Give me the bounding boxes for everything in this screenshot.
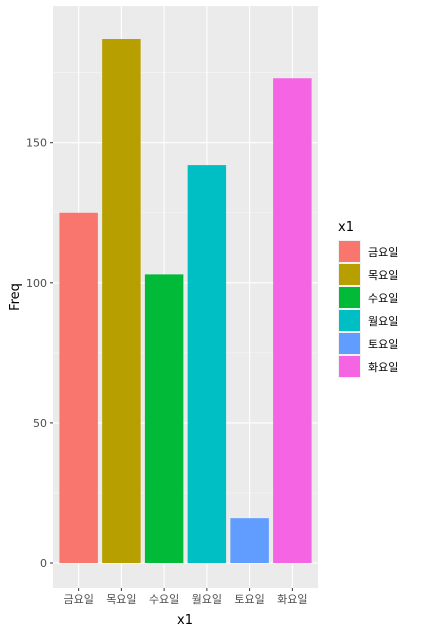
x-tick-label: 목요일 (106, 592, 136, 606)
legend-label: 토요일 (368, 337, 398, 351)
bar-금요일 (59, 212, 98, 563)
legend-label: 화요일 (368, 360, 398, 374)
y-tick-label: 0 (40, 557, 47, 570)
x-tick-label: 월요일 (192, 592, 222, 606)
legend-swatch (339, 241, 360, 262)
legend-label: 수요일 (368, 291, 398, 305)
legend-swatch (339, 356, 360, 377)
bar-목요일 (102, 39, 141, 563)
x-tick-label: 수요일 (149, 592, 179, 606)
x-tick-label: 토요일 (234, 592, 264, 606)
bars (59, 39, 312, 564)
x-tick-label: 화요일 (277, 592, 307, 606)
x-tick-label: 금요일 (63, 592, 93, 606)
y-tick-label: 100 (26, 277, 47, 290)
legend-swatch (339, 310, 360, 331)
y-tick-label: 150 (26, 137, 47, 150)
legend-swatch (339, 333, 360, 354)
legend-label: 금요일 (368, 245, 398, 259)
bar-화요일 (273, 78, 312, 564)
legend-swatch (339, 264, 360, 285)
legend-title: x1 (338, 220, 354, 235)
legend-label: 월요일 (368, 314, 398, 328)
x-axis-title: x1 (177, 613, 193, 628)
y-axis-title: Freq (8, 283, 23, 311)
legend-swatch (339, 287, 360, 308)
y-tick-label: 50 (33, 417, 47, 430)
bar-월요일 (187, 165, 227, 563)
bar-수요일 (144, 274, 184, 563)
x-axis: 금요일 목요일 수요일 월요일 토요일 화요일 (63, 588, 308, 606)
bar-토요일 (230, 518, 269, 563)
legend-label: 목요일 (368, 268, 398, 282)
y-axis: 0 50 100 150 (26, 137, 53, 570)
